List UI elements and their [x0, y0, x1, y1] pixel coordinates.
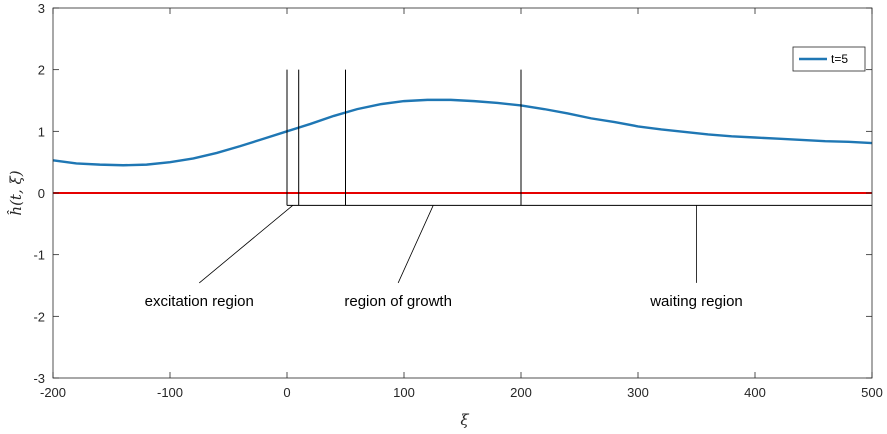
x-axis-label: ξ — [460, 411, 469, 429]
x-tick-label: 0 — [283, 385, 290, 400]
region-label: waiting region — [649, 293, 743, 310]
x-tick-label: 100 — [393, 385, 415, 400]
region-label: excitation region — [145, 293, 254, 310]
y-tick-label: -1 — [33, 248, 45, 263]
x-tick-label: 200 — [510, 385, 532, 400]
series-line-t5 — [52, 98, 873, 167]
x-tick-label: 300 — [627, 385, 649, 400]
y-tick-label: 3 — [38, 1, 45, 16]
y-tick-label: -2 — [33, 309, 45, 324]
y-tick-label: 2 — [38, 63, 45, 78]
region-label: region of growth — [344, 293, 452, 310]
y-tick-label: 1 — [38, 124, 45, 139]
region-leader-line — [198, 205, 294, 284]
y-axis-label: ĥ(t, ξ) — [7, 170, 25, 215]
x-tick-label: -200 — [40, 385, 66, 400]
legend-entry-t5: t=5 — [831, 52, 848, 66]
x-tick-label: -100 — [157, 385, 183, 400]
y-tick-label: 0 — [38, 186, 45, 201]
y-tick-label: -3 — [33, 371, 45, 386]
region-leader-line — [397, 205, 434, 284]
x-tick-label: 500 — [861, 385, 883, 400]
x-tick-label: 400 — [744, 385, 766, 400]
